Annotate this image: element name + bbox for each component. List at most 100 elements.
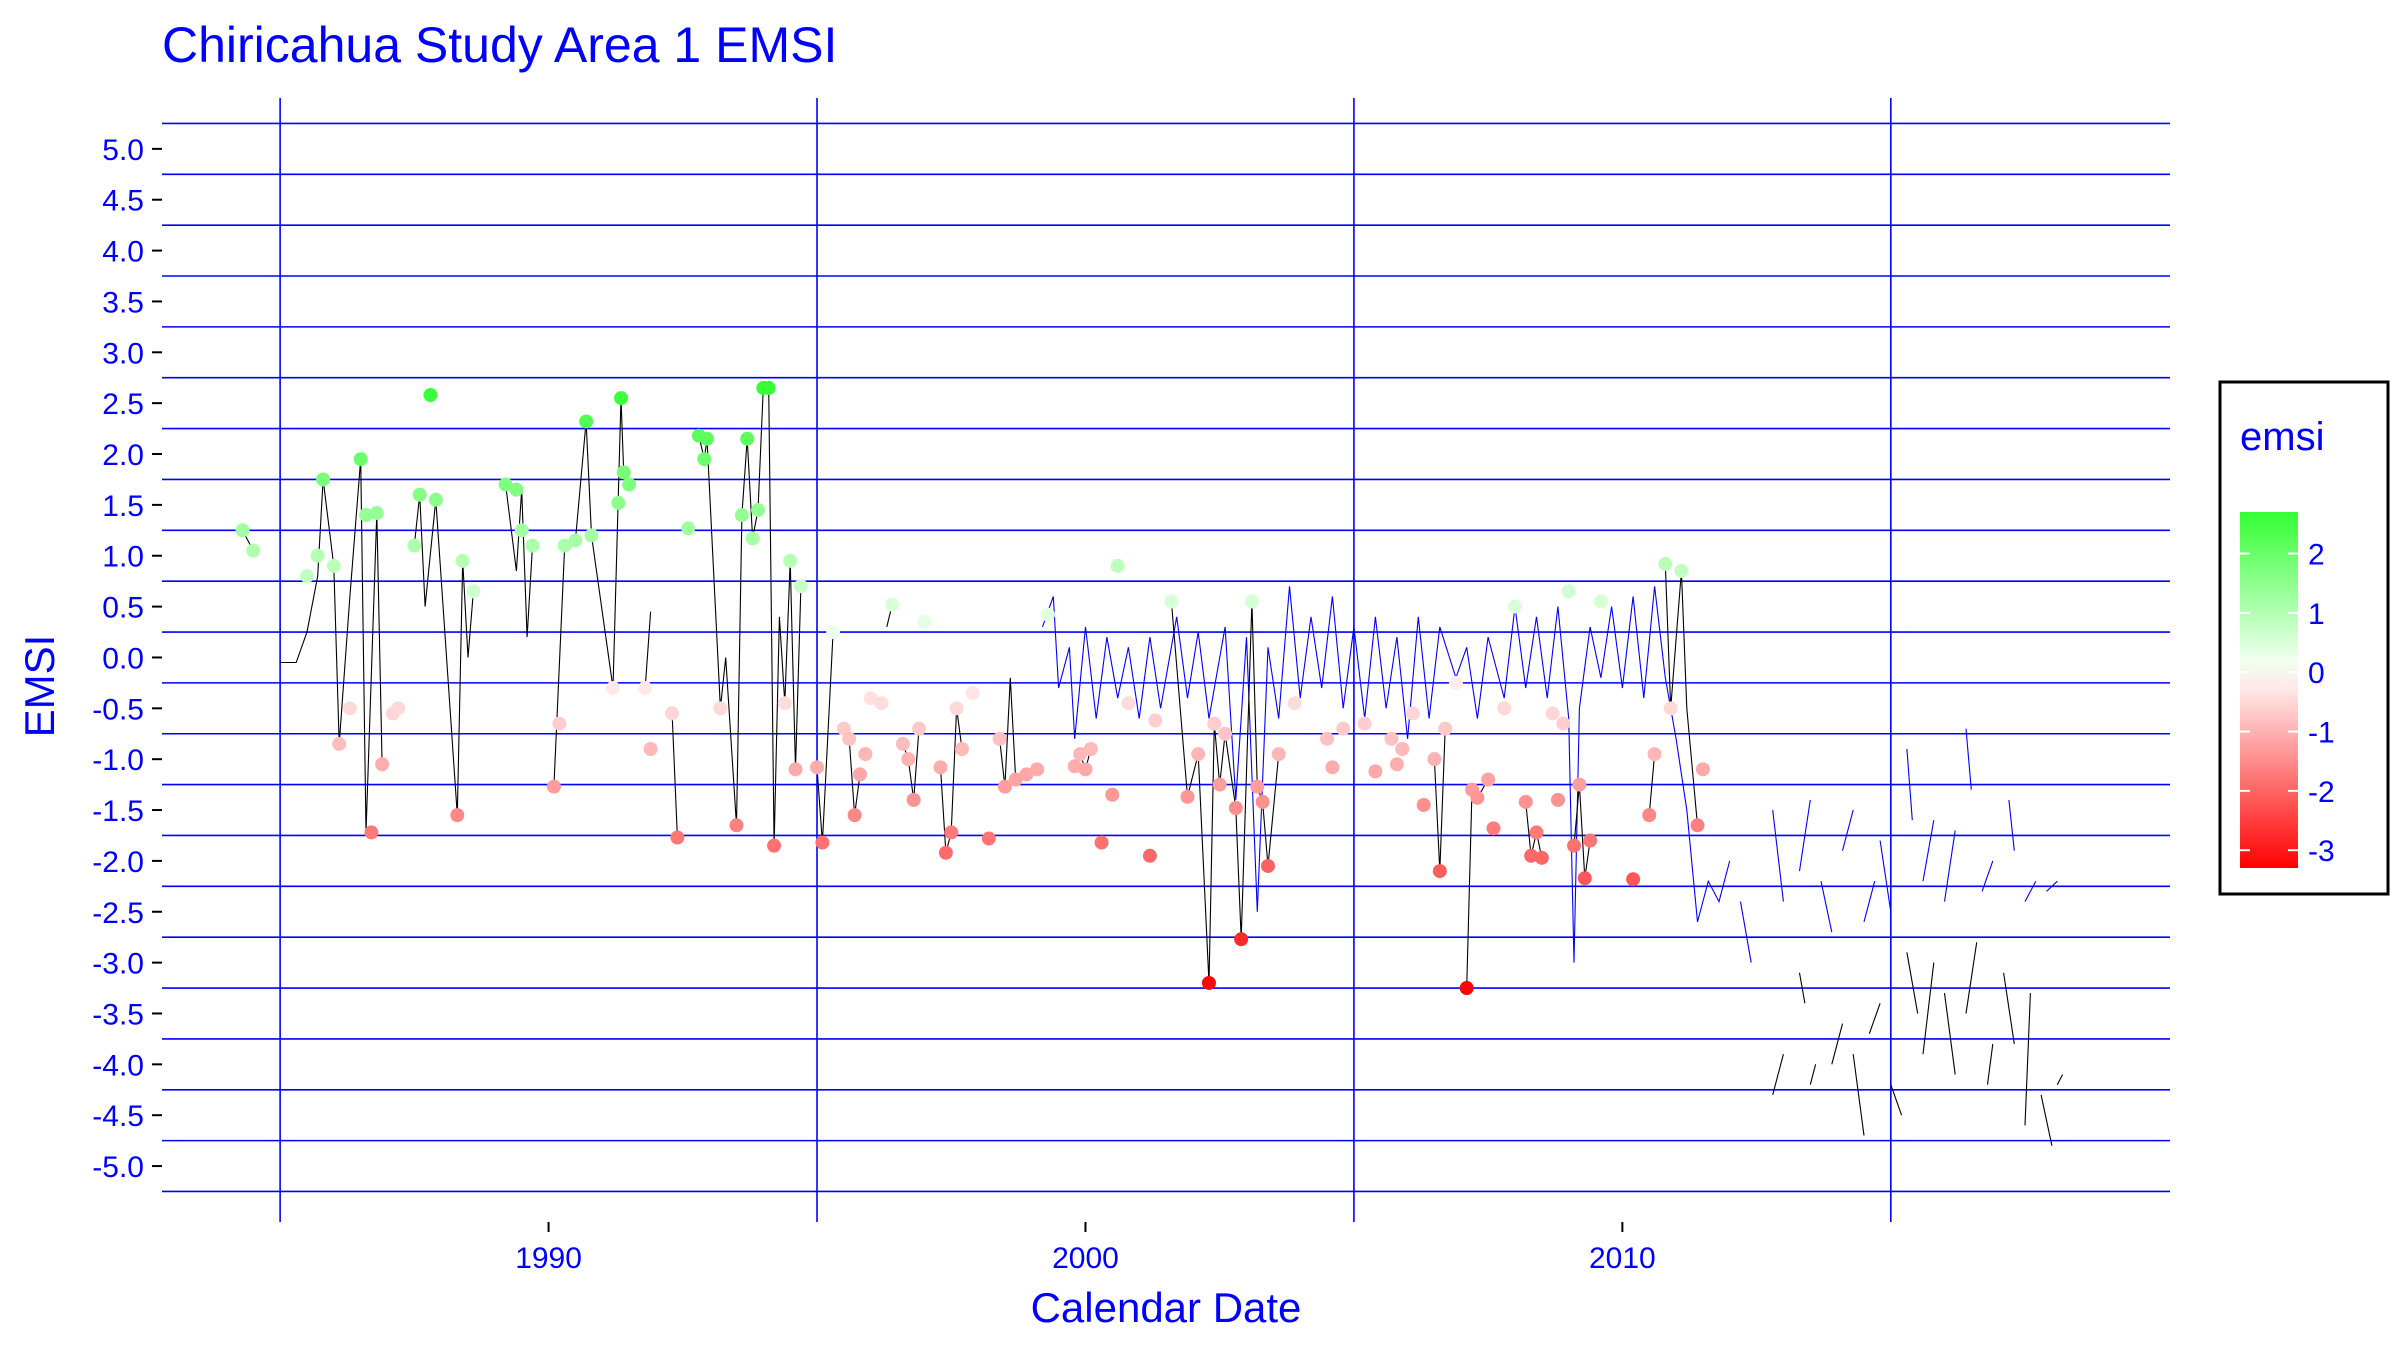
- data-points: [235, 380, 1710, 996]
- data-point: [729, 818, 744, 833]
- y-tick-label: -2.5: [92, 897, 144, 930]
- y-tick-label: 0.5: [102, 592, 144, 625]
- data-point: [981, 831, 996, 846]
- trace-line-late: [2056, 1074, 2064, 1085]
- data-point: [1067, 759, 1082, 774]
- data-point: [1255, 794, 1270, 809]
- data-point: [326, 558, 341, 573]
- data-point: [509, 482, 524, 497]
- data-point: [1094, 835, 1109, 850]
- data-point: [901, 752, 916, 767]
- data-point: [885, 597, 900, 612]
- data-point: [455, 553, 470, 568]
- y-tick-label: -2.0: [92, 846, 144, 879]
- y-tick-label: 4.5: [102, 185, 144, 218]
- data-point: [1593, 594, 1608, 609]
- data-point: [552, 716, 567, 731]
- data-point: [428, 492, 443, 507]
- trace-line-mid: [1922, 820, 1935, 882]
- y-tick-label: -4.0: [92, 1049, 144, 1082]
- data-point: [310, 548, 325, 563]
- data-point: [1481, 772, 1496, 787]
- trace-line-late: [1890, 1084, 1903, 1116]
- data-point: [826, 625, 841, 640]
- data-point: [1427, 752, 1442, 767]
- data-point: [391, 701, 406, 716]
- data-point: [842, 731, 857, 746]
- data-point: [852, 767, 867, 782]
- data-point: [1207, 716, 1222, 731]
- data-point: [1529, 825, 1544, 840]
- data-point: [750, 502, 765, 517]
- y-axis-label: EMSI: [16, 635, 63, 738]
- data-point: [1019, 767, 1034, 782]
- y-tick-label: 0.0: [102, 642, 144, 675]
- data-point: [1550, 792, 1565, 807]
- data-point: [1142, 848, 1157, 863]
- x-axis: 1990 2000 2010: [515, 1222, 1656, 1275]
- data-point: [997, 779, 1012, 794]
- x-tick-label: 2000: [1052, 1242, 1119, 1275]
- data-point: [697, 452, 712, 467]
- data-point: [246, 543, 261, 558]
- data-point: [1336, 721, 1351, 736]
- data-point: [1073, 747, 1088, 762]
- data-point: [783, 553, 798, 568]
- trace-line-mid: [1981, 860, 1994, 892]
- data-point: [622, 477, 637, 492]
- data-point: [777, 696, 792, 711]
- data-point: [611, 495, 626, 510]
- trace-line-late: [1798, 972, 1806, 1004]
- data-point: [917, 614, 932, 629]
- y-tick-label: 2.5: [102, 388, 144, 421]
- data-point: [699, 431, 714, 446]
- data-point: [1078, 762, 1093, 777]
- data-point: [895, 736, 910, 751]
- data-point: [1287, 696, 1302, 711]
- trace-line: [280, 459, 383, 833]
- data-point: [1261, 858, 1276, 873]
- data-point: [514, 523, 529, 538]
- data-point: [1695, 762, 1710, 777]
- data-point: [938, 845, 953, 860]
- trace-line-mid: [2024, 880, 2037, 902]
- trace-line: [902, 728, 920, 800]
- data-point: [1030, 762, 1045, 777]
- data-point: [1534, 850, 1549, 865]
- data-point: [407, 538, 422, 553]
- trace-line: [505, 484, 534, 638]
- y-tick-label: 1.0: [102, 541, 144, 574]
- data-point: [1459, 981, 1474, 996]
- trace-line-late: [1809, 1064, 1817, 1085]
- trace-line-mid: [1798, 799, 1811, 872]
- trace-lines: [242, 387, 2064, 1146]
- data-point: [1325, 760, 1340, 775]
- y-tick-label: 2.0: [102, 439, 144, 472]
- data-point: [1690, 818, 1705, 833]
- data-point: [342, 701, 357, 716]
- data-point: [332, 736, 347, 751]
- data-point: [954, 742, 969, 757]
- y-tick-label: 4.0: [102, 236, 144, 269]
- trace-line: [1573, 784, 1591, 879]
- data-point: [665, 706, 680, 721]
- data-point: [584, 528, 599, 543]
- trace-line-mid: [1041, 586, 1731, 963]
- x-tick-label: 1990: [515, 1242, 582, 1275]
- trace-line: [1466, 779, 1489, 989]
- data-point: [1497, 701, 1512, 716]
- trace-line-mid: [1820, 881, 1833, 933]
- data-point: [949, 701, 964, 716]
- data-point: [235, 523, 250, 538]
- data-point: [359, 508, 374, 523]
- data-point: [1642, 808, 1657, 823]
- data-point: [1110, 558, 1125, 573]
- trace-line-mid: [1906, 748, 1913, 821]
- data-point: [713, 701, 728, 716]
- trace-line: [671, 713, 678, 838]
- y-tick-label: -3.0: [92, 948, 144, 981]
- data-point: [466, 584, 481, 599]
- data-point: [1164, 594, 1179, 609]
- data-point: [1228, 801, 1243, 816]
